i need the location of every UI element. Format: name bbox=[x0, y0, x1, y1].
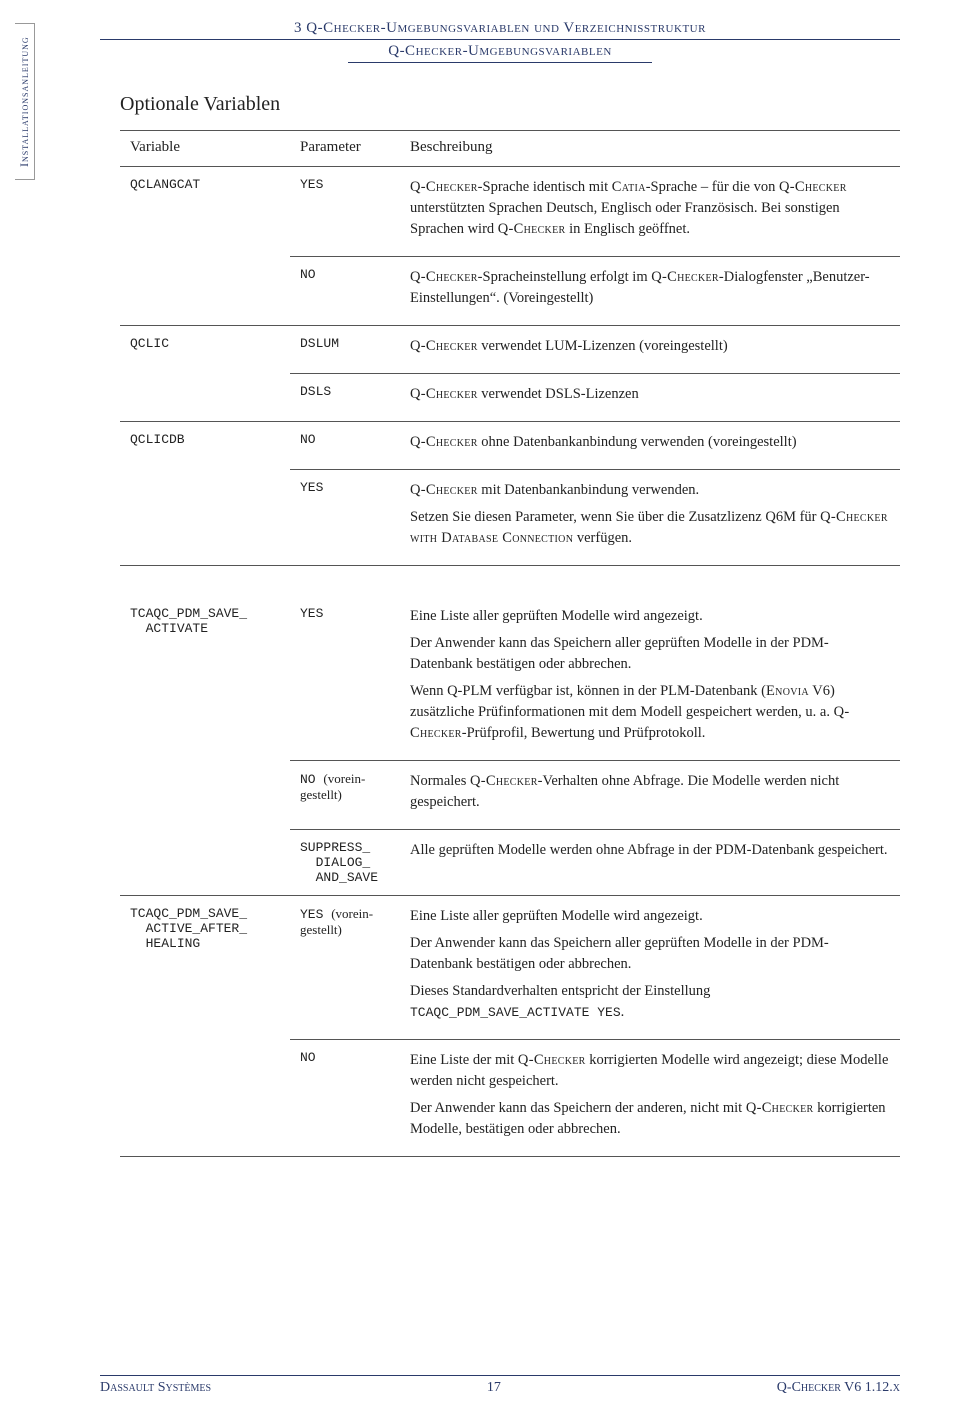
parameter-cell: SUPPRESS_ DIALOG_ AND_SAVE bbox=[290, 830, 400, 896]
description-cell: Eine Liste der mit Q-Checker korrigierte… bbox=[400, 1040, 900, 1157]
header-line-1: 3 Q-Checker-Umgebungsvariablen und Verze… bbox=[100, 20, 900, 40]
col-header-description: Beschreibung bbox=[400, 131, 900, 167]
description-cell: Q-Checker mit Datenbankanbindung verwend… bbox=[400, 470, 900, 566]
col-header-variable: Variable bbox=[120, 131, 290, 167]
parameter-cell: NO (vorein­gestellt) bbox=[290, 761, 400, 830]
parameter-cell: DSLUM bbox=[290, 326, 400, 374]
variable-cell: QCLICDB bbox=[120, 422, 290, 566]
col-header-parameter: Parameter bbox=[290, 131, 400, 167]
table-row: TCAQC_PDM_SAVE_ ACTIVE_AFTER_ HEALINGYES… bbox=[120, 896, 900, 1040]
variable-cell: QCLIC bbox=[120, 326, 290, 422]
description-cell: Alle geprüften Modelle werden ohne Abfra… bbox=[400, 830, 900, 896]
variable-cell: TCAQC_PDM_SAVE_ ACTIVATE bbox=[120, 596, 290, 896]
page-header: 3 Q-Checker-Umgebungsvariablen und Verze… bbox=[100, 20, 900, 63]
description-cell: Q-Checker verwendet LUM-Lizenzen (vorein… bbox=[400, 326, 900, 374]
footer-left: Dassault Systèmes bbox=[100, 1380, 211, 1396]
variables-table-1: Variable Parameter Beschreibung QCLANGCA… bbox=[120, 130, 900, 566]
footer-page-number: 17 bbox=[487, 1380, 501, 1396]
table-row: TCAQC_PDM_SAVE_ ACTIVATEYESEine Liste al… bbox=[120, 596, 900, 761]
description-cell: Q-Checker-Sprache identisch mit Catia-Sp… bbox=[400, 167, 900, 257]
header-line-2: Q-Checker-Umgebungsvariablen bbox=[348, 43, 652, 63]
footer: Dassault Systèmes 17 Q-Checker V6 1.12.x bbox=[100, 1375, 900, 1396]
variable-cell: QCLANGCAT bbox=[120, 167, 290, 326]
table-row: QCLICDBNOQ-Checker ohne Datenbankanbindu… bbox=[120, 422, 900, 470]
description-cell: Q-Checker ohne Datenbankanbindung verwen… bbox=[400, 422, 900, 470]
parameter-cell: YES (vorein­gestellt) bbox=[290, 896, 400, 1040]
section-title: Optionale Variablen bbox=[120, 93, 900, 116]
description-cell: Eine Liste aller geprüften Modelle wird … bbox=[400, 596, 900, 761]
description-cell: Normales Q-Checker-Verhalten ohne Abfrag… bbox=[400, 761, 900, 830]
side-label: Installationsanleitung bbox=[15, 23, 35, 180]
footer-right: Q-Checker V6 1.12.x bbox=[777, 1380, 900, 1396]
table-row: QCLANGCATYESQ-Checker-Sprache identisch … bbox=[120, 167, 900, 257]
variables-table-2: TCAQC_PDM_SAVE_ ACTIVATEYESEine Liste al… bbox=[120, 596, 900, 1157]
parameter-cell: NO bbox=[290, 1040, 400, 1157]
description-cell: Q-Checker verwendet DSLS-Lizenzen bbox=[400, 374, 900, 422]
page: 3 Q-Checker-Umgebungsvariablen und Verze… bbox=[0, 0, 960, 1247]
parameter-cell: DSLS bbox=[290, 374, 400, 422]
table-header-row: Variable Parameter Beschreibung bbox=[120, 131, 900, 167]
variable-cell: TCAQC_PDM_SAVE_ ACTIVE_AFTER_ HEALING bbox=[120, 896, 290, 1157]
content: Optionale Variablen Variable Parameter B… bbox=[100, 93, 900, 1157]
description-cell: Q-Checker-Spracheinstellung erfolgt im Q… bbox=[400, 257, 900, 326]
table-row: QCLICDSLUMQ-Checker verwendet LUM-Lizenz… bbox=[120, 326, 900, 374]
parameter-cell: YES bbox=[290, 470, 400, 566]
parameter-cell: NO bbox=[290, 422, 400, 470]
description-cell: Eine Liste aller geprüften Modelle wird … bbox=[400, 896, 900, 1040]
parameter-cell: NO bbox=[290, 257, 400, 326]
parameter-cell: YES bbox=[290, 596, 400, 761]
parameter-cell: YES bbox=[290, 167, 400, 257]
